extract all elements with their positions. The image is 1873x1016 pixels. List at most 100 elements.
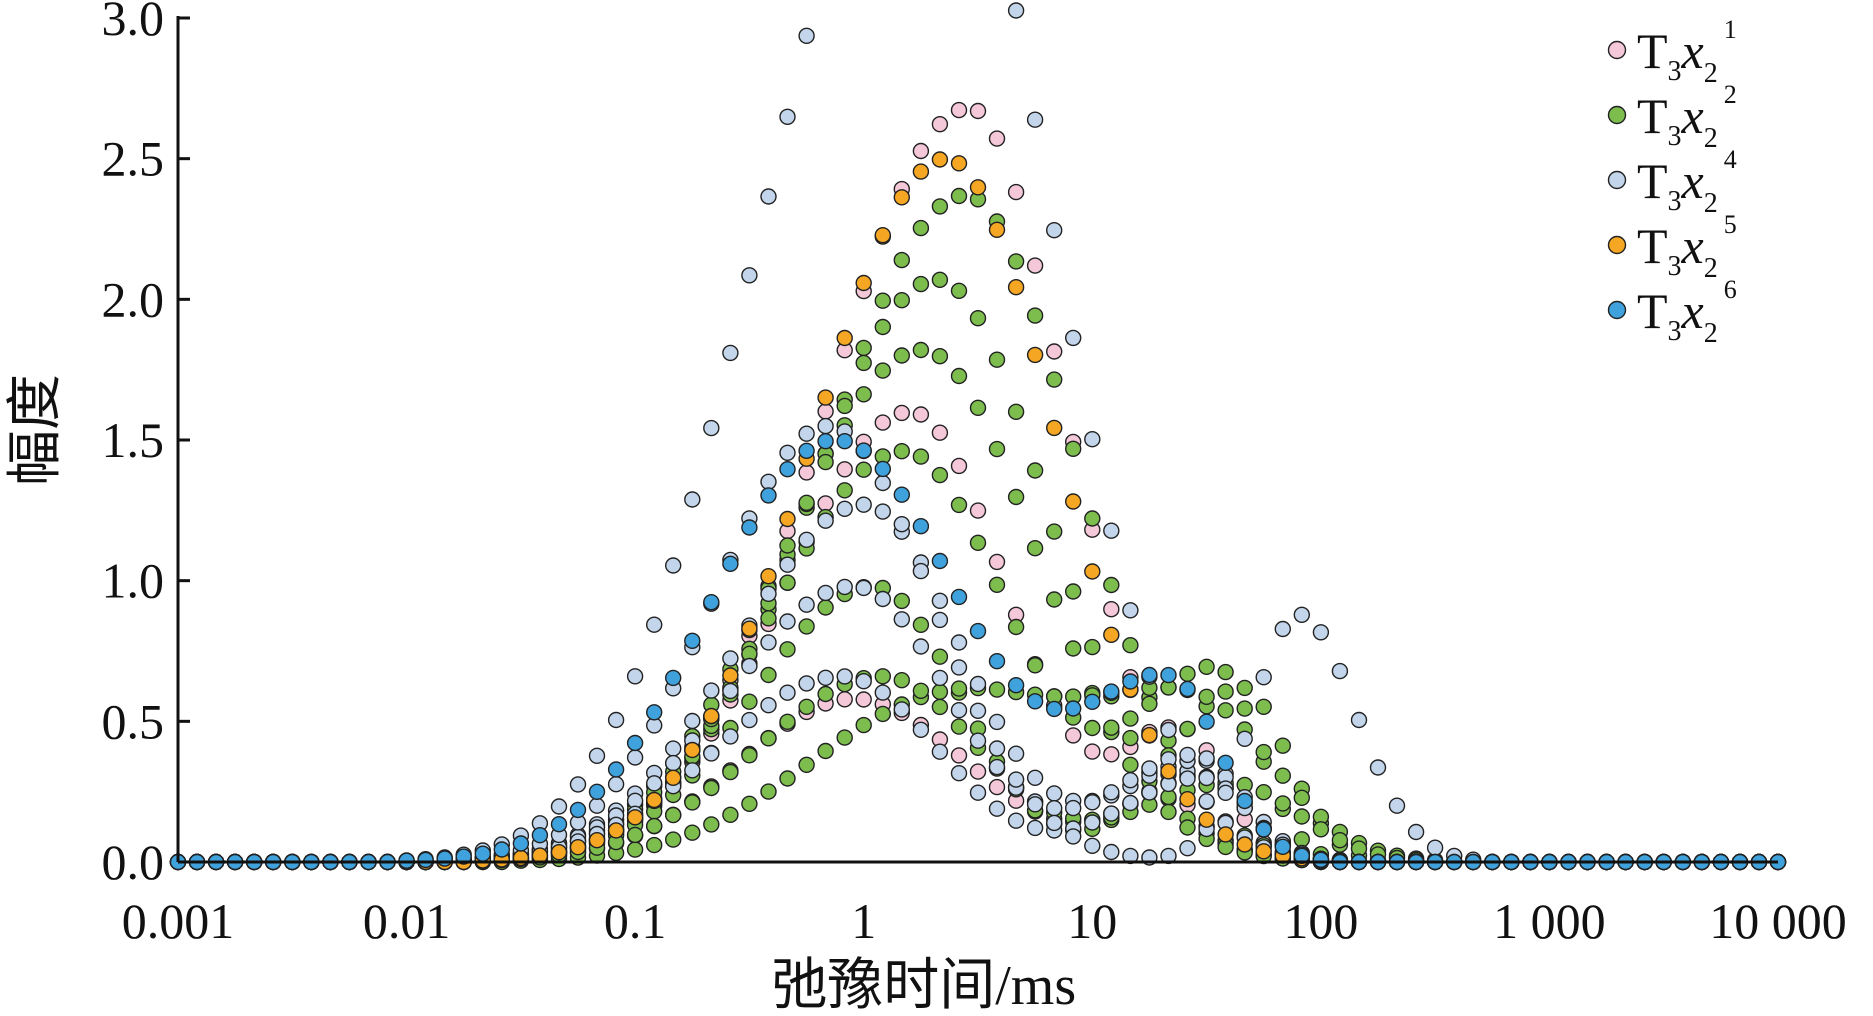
data-point-s3-c3 bbox=[1084, 794, 1101, 811]
data-point-s2-c6 bbox=[1217, 702, 1234, 719]
data-point-s2-c1 bbox=[950, 187, 968, 205]
data-point-s2-c7 bbox=[931, 698, 949, 716]
data-point-s2-c2 bbox=[969, 310, 987, 327]
legend-label: T3x26 bbox=[1637, 275, 1737, 349]
data-point-s5-c1 bbox=[588, 783, 606, 800]
data-point-s5-c1 bbox=[1103, 683, 1120, 700]
data-point-s2-c1 bbox=[855, 339, 872, 357]
data-point-s3-c4 bbox=[969, 784, 987, 801]
legend-label-part: T bbox=[1637, 218, 1668, 274]
data-point-s2-c3 bbox=[912, 341, 930, 359]
data-point-s3-c3 bbox=[1045, 800, 1063, 817]
data-point-s3-c5 bbox=[1103, 843, 1120, 861]
data-point-s3-c2 bbox=[874, 503, 891, 520]
data-point-s3-c1 bbox=[569, 776, 587, 793]
data-point-s5-c1 bbox=[1179, 680, 1196, 698]
data-point-s1-c3 bbox=[969, 763, 987, 780]
data-point-s3-c5 bbox=[1369, 759, 1387, 776]
data-point-s2-c4 bbox=[1217, 663, 1234, 681]
x-tick-label: 10 bbox=[1067, 893, 1117, 949]
x-tick-label: 1 bbox=[851, 893, 876, 949]
data-point-s3-c5 bbox=[1426, 839, 1444, 856]
legend-label: T3x24 bbox=[1637, 145, 1737, 219]
y-tick-label: 2.5 bbox=[102, 131, 165, 187]
data-point-s3-c5 bbox=[912, 562, 930, 580]
data-point-s3-c2 bbox=[931, 592, 949, 609]
data-point-s4-c1 bbox=[1045, 419, 1063, 437]
data-point-s2-c3 bbox=[817, 453, 834, 471]
data-point-s5-c1 bbox=[760, 487, 777, 504]
legend-label-part: x bbox=[1681, 88, 1704, 144]
x-ticks: 0.001 0.01 0.1 1 10 100 1 000 10 000 bbox=[122, 893, 1847, 949]
data-point-s2-c6 bbox=[817, 742, 834, 760]
legend-label-part: 3 bbox=[1668, 186, 1682, 217]
data-point-s2-c4 bbox=[893, 443, 910, 460]
data-point-s3-c1 bbox=[779, 108, 796, 126]
data-point-s3-c4 bbox=[1122, 794, 1139, 812]
data-point-s2-c6 bbox=[931, 683, 949, 700]
data-point-s3-c4 bbox=[703, 745, 720, 762]
data-point-s3-c4 bbox=[760, 697, 777, 714]
data-point-s2-c6 bbox=[950, 680, 968, 697]
data-point-s3-c3 bbox=[798, 596, 815, 613]
data-point-s2-c5 bbox=[1236, 679, 1253, 697]
data-point-s4-c1 bbox=[950, 155, 968, 172]
data-point-s2-c3 bbox=[931, 348, 949, 365]
data-point-s4-c1 bbox=[1236, 836, 1253, 853]
data-point-s2-c4 bbox=[1198, 658, 1215, 675]
data-point-s3-c3 bbox=[646, 775, 663, 792]
data-point-s3-c3 bbox=[1141, 760, 1158, 777]
data-point-s3-c3 bbox=[836, 578, 853, 596]
data-point-s4-c1 bbox=[646, 791, 663, 809]
data-point-s2-c6 bbox=[703, 816, 720, 833]
data-point-s1-c1 bbox=[950, 101, 968, 119]
data-point-s3-c5 bbox=[1255, 669, 1272, 686]
data-point-s3-c5 bbox=[626, 749, 644, 766]
data-point-s3-c4 bbox=[817, 669, 834, 686]
data-point-s3-c4 bbox=[779, 684, 796, 701]
legend-marker bbox=[1607, 170, 1627, 190]
data-point-s3-c4 bbox=[855, 673, 872, 690]
data-point-s2-c5 bbox=[912, 616, 930, 633]
data-point-s2-c2 bbox=[950, 282, 968, 299]
data-point-s2-c1 bbox=[1045, 371, 1063, 388]
data-point-s4-c1 bbox=[1103, 626, 1120, 643]
data-point-s1-c1 bbox=[1045, 343, 1063, 360]
data-point-s1-c2 bbox=[969, 502, 987, 519]
data-point-s1-c2 bbox=[988, 553, 1006, 571]
data-point-s5-c1 bbox=[512, 835, 530, 852]
data-point-s2-c2 bbox=[931, 271, 949, 288]
data-point-s3-c5 bbox=[817, 417, 834, 435]
data-point-s5-c1 bbox=[1274, 838, 1292, 855]
data-point-s2-c3 bbox=[1026, 540, 1044, 557]
legend-label-part: 2 bbox=[1704, 123, 1718, 154]
data-point-s3-c1 bbox=[1026, 111, 1044, 128]
legend-label-part: 3 bbox=[1668, 56, 1682, 87]
data-point-s5-c1 bbox=[1084, 693, 1101, 710]
x-axis-title: 弛豫时间/ms bbox=[771, 955, 1076, 1016]
data-point-s5-c1 bbox=[988, 653, 1006, 670]
data-point-s2-c7 bbox=[703, 779, 720, 797]
data-point-s2-c4 bbox=[779, 574, 796, 591]
data-point-s4-c1 bbox=[1141, 726, 1158, 744]
data-point-s5-c1 bbox=[798, 442, 815, 459]
data-point-s3-c5 bbox=[931, 611, 949, 629]
legend-label-part: 2 bbox=[1704, 318, 1718, 349]
data-point-s3-c5 bbox=[1007, 771, 1025, 788]
data-point-s2-c3 bbox=[874, 362, 891, 379]
x-tick-label: 10 000 bbox=[1709, 893, 1847, 949]
data-point-s4-c1 bbox=[912, 163, 930, 180]
legend-label-part: 3 bbox=[1668, 316, 1682, 347]
data-point-s2-c4 bbox=[912, 448, 930, 465]
data-point-s3-c3 bbox=[912, 638, 930, 655]
data-point-s2-c4 bbox=[1007, 618, 1025, 636]
data-point-s3-c5 bbox=[779, 444, 796, 461]
data-point-s3-c5 bbox=[1179, 840, 1196, 857]
y-tick-label: 3.0 bbox=[102, 0, 165, 46]
data-point-s4-c1 bbox=[855, 274, 872, 292]
data-point-s3-c1 bbox=[1103, 522, 1120, 539]
data-point-s3-c3 bbox=[722, 682, 739, 700]
data-point-s2-c6 bbox=[779, 770, 796, 787]
